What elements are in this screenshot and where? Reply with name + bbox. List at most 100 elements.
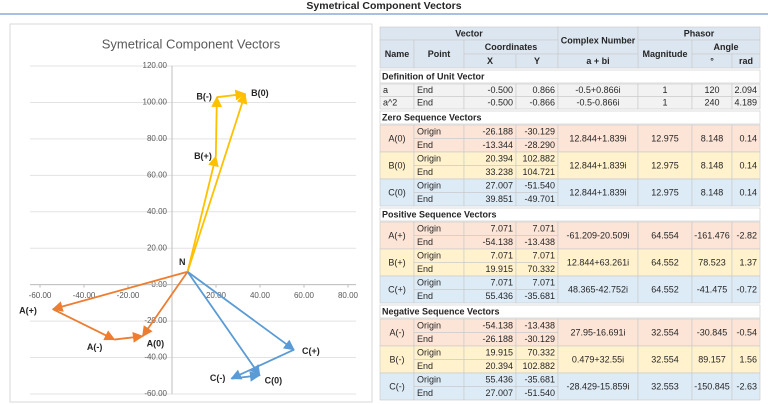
- vector: [114, 331, 144, 343]
- table-text: 12.844+63.261i: [567, 257, 629, 267]
- table-cell: [637, 221, 693, 250]
- table-text: -0.500: [487, 85, 513, 95]
- table-text: End: [417, 388, 433, 398]
- section-header: [379, 207, 761, 222]
- table-cell: [731, 221, 761, 250]
- table-text: -61.209-20.509i: [566, 230, 629, 240]
- vector-label: N: [179, 257, 186, 267]
- table-text: -0.5+0.866i: [575, 85, 620, 95]
- table-cell: [413, 39, 465, 69]
- table-text: 55.436: [485, 291, 513, 301]
- table-text: 8.148: [701, 187, 724, 197]
- vector-label: C(+): [302, 346, 320, 356]
- table-text: X: [487, 56, 493, 66]
- vector-label: A(-): [87, 342, 103, 352]
- table-text: Y: [534, 56, 540, 66]
- table-text: 104.721: [522, 167, 555, 177]
- x-tick-label: -60.00: [29, 291, 52, 300]
- table-text: 8.148: [701, 133, 724, 143]
- table-text: 32.554: [651, 327, 679, 337]
- section-header: [379, 110, 761, 125]
- table-text: 7.071: [532, 251, 555, 261]
- table-cell: [731, 96, 761, 110]
- table-text: End: [417, 334, 433, 344]
- table-cell: [731, 53, 761, 69]
- table-text: C(-): [389, 381, 405, 391]
- table-text: -13.438: [524, 321, 555, 331]
- table-text: 20.394: [485, 154, 513, 164]
- table-cell: [557, 178, 639, 207]
- table-text: 120: [704, 85, 719, 95]
- table-text: -0.500: [487, 98, 513, 108]
- table-text: -51.540: [524, 388, 555, 398]
- table-cell: [731, 345, 761, 374]
- chart-title: Symetrical Component Vectors: [102, 36, 281, 51]
- table-text: A(-): [390, 327, 405, 337]
- table-text: Origin: [417, 127, 441, 137]
- table-cell: [557, 53, 639, 69]
- table-cell: [379, 221, 415, 250]
- table-text: 19.915: [485, 348, 513, 358]
- table-text: -54.138: [482, 237, 513, 247]
- table-text: Point: [428, 49, 451, 59]
- table-text: 27.007: [485, 181, 513, 191]
- table-text: 12.975: [651, 133, 679, 143]
- vector: [186, 155, 219, 272]
- x-tick-label: -40.00: [73, 291, 96, 300]
- table-text: End: [417, 140, 433, 150]
- table-cell: [557, 151, 639, 180]
- table-text: -26.188: [482, 334, 513, 344]
- table-text: End: [417, 194, 433, 204]
- table-cell: [379, 318, 415, 347]
- table-text: 89.157: [698, 354, 726, 364]
- table-text: 64.554: [651, 230, 679, 240]
- table-text: -51.540: [524, 181, 555, 191]
- x-tick-label: 40.00: [250, 291, 271, 300]
- table-cell: [691, 178, 733, 207]
- table-text: 7.071: [532, 278, 555, 288]
- table-text: -26.188: [482, 127, 513, 137]
- table-text: End: [417, 264, 433, 274]
- table-cell: [557, 275, 639, 304]
- section-header: [379, 304, 761, 319]
- table-cell: [691, 318, 733, 347]
- table-text: 7.071: [490, 278, 513, 288]
- table-text: 48.365-42.752i: [568, 284, 628, 294]
- page-title: Symetrical Component Vectors: [306, 0, 461, 12]
- table-cell: [379, 151, 415, 180]
- y-tick-label: 120.00: [143, 61, 168, 70]
- table-text: Origin: [417, 348, 441, 358]
- table-text: -0.72: [736, 284, 757, 294]
- table-cell: [691, 221, 733, 250]
- table-text: -2.63: [736, 381, 757, 391]
- vector-label: C(0): [265, 376, 283, 386]
- table-text: 20.394: [485, 361, 513, 371]
- table-text: -2.82: [736, 230, 757, 240]
- table-cell: [637, 372, 693, 401]
- resultant-vector: [186, 271, 261, 377]
- table-text: 2.094: [734, 85, 757, 95]
- table-cell: [379, 345, 415, 374]
- table-cell: [731, 275, 761, 304]
- table-cell: [557, 345, 639, 374]
- table-text: End: [417, 167, 433, 177]
- x-tick-label: 80.00: [338, 291, 359, 300]
- table-text: 0.14: [739, 187, 757, 197]
- table-text: 1: [662, 98, 667, 108]
- table-text: a: [383, 85, 388, 95]
- table-text: B(0): [388, 160, 405, 170]
- table-text: 7.071: [490, 224, 513, 234]
- table-text: -30.129: [524, 127, 555, 137]
- table-text: -0.54: [736, 327, 757, 337]
- table-cell: [731, 124, 761, 153]
- table-text: Origin: [417, 181, 441, 191]
- table-text: -49.701: [524, 194, 555, 204]
- table-text: Origin: [417, 321, 441, 331]
- y-tick-label: 80.00: [147, 134, 168, 143]
- table-text: End: [417, 237, 433, 247]
- table-text: End: [417, 361, 433, 371]
- x-tick-label: 60.00: [294, 291, 315, 300]
- table-text: 102.882: [522, 154, 555, 164]
- table-text: 32.553: [651, 381, 679, 391]
